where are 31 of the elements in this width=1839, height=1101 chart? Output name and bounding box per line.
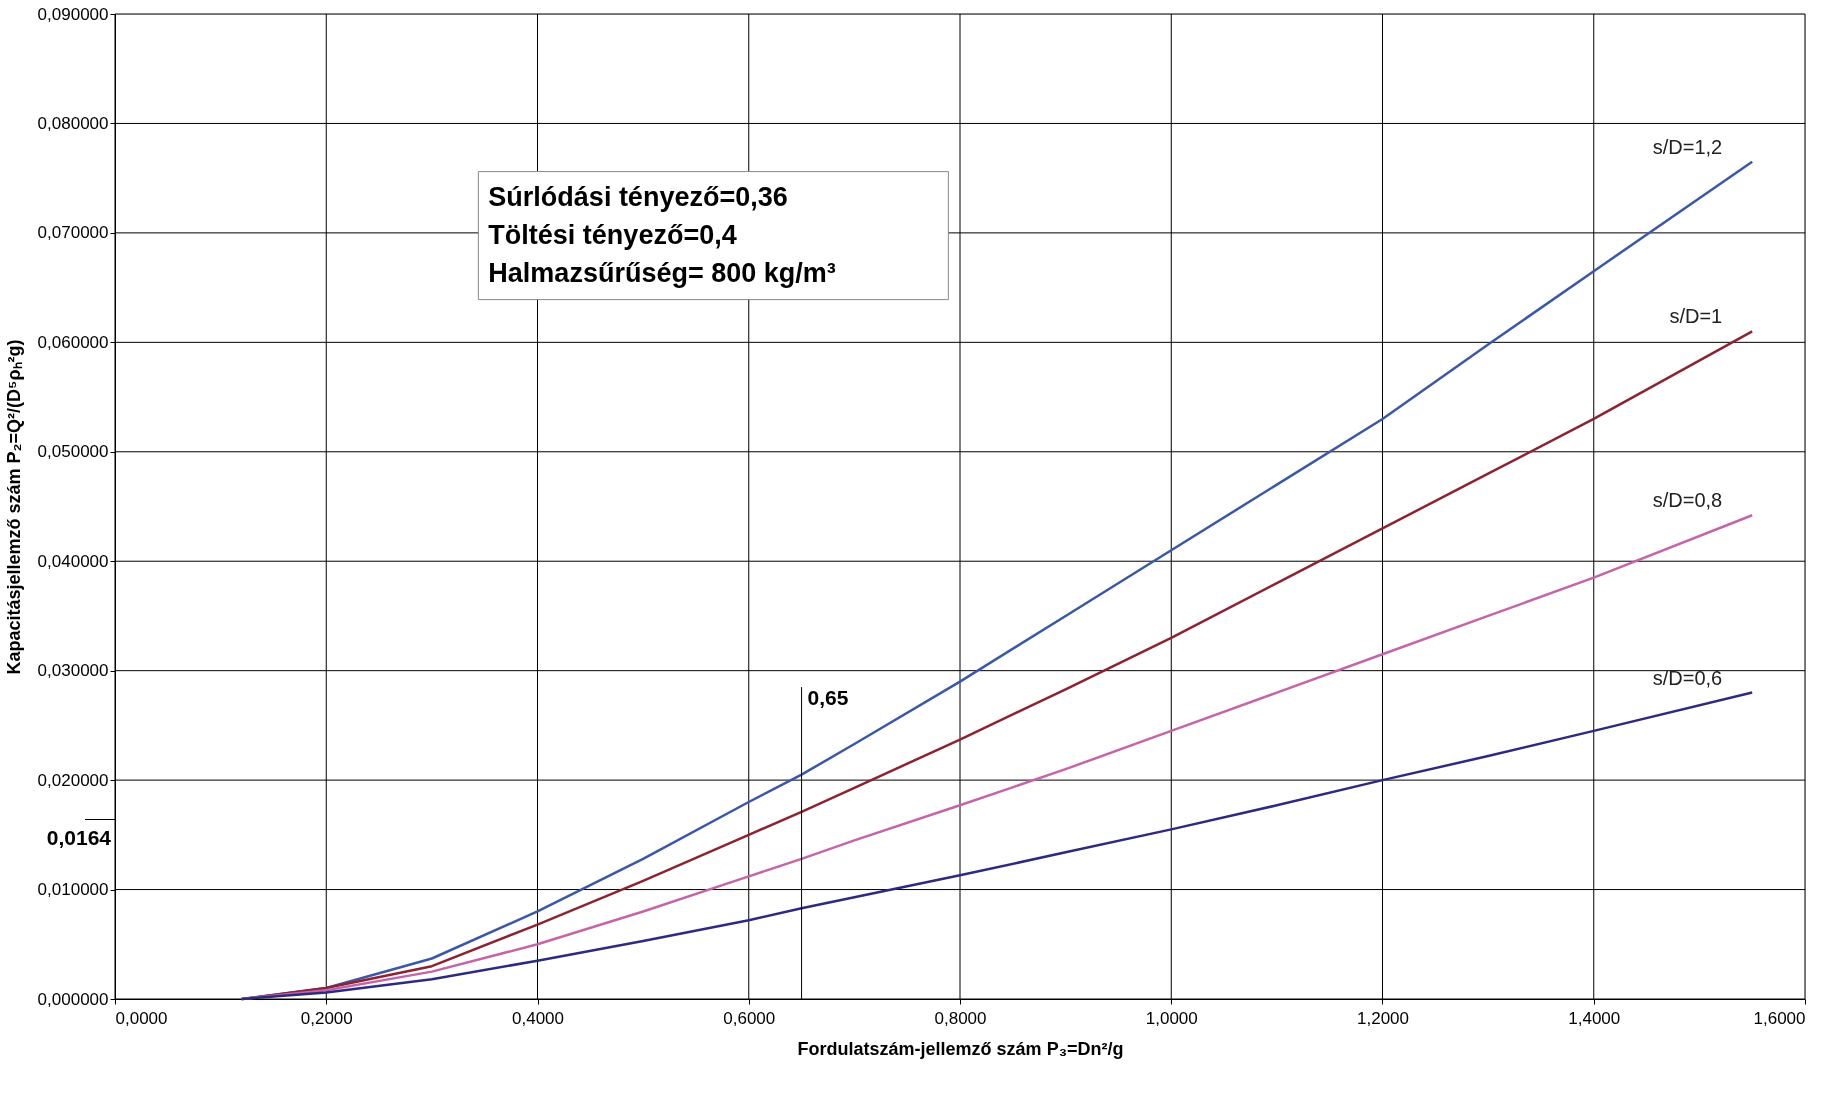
series-label: s/D=1 [1669, 305, 1723, 328]
y-tick-label: 0,060000 [37, 332, 109, 352]
y-tick-label: 0,090000 [37, 4, 109, 24]
x-tick-label: 0,2000 [300, 1008, 353, 1028]
y-axis-title: Kapacitásjellemző szám P₂=Q²/(D⁵ρₕ²g) [3, 339, 24, 675]
y-tick-label: 0,010000 [37, 880, 109, 900]
y-tick-label: 0,030000 [37, 661, 109, 681]
x-tick-label: 1,4000 [1568, 1008, 1621, 1028]
ref-line-label: 0,65 [807, 685, 849, 709]
x-tick-label: 1,2000 [1357, 1008, 1409, 1028]
annotation: Töltési tényező=0,4 [488, 219, 737, 250]
y-tick-label: 0,080000 [37, 113, 109, 133]
x-tick-label: 1,0000 [1145, 1008, 1198, 1028]
annotation: Súrlódási tényező=0,36 [488, 181, 788, 212]
x-tick-label: 0,8000 [934, 1008, 987, 1028]
y-tick-label: 0,040000 [37, 551, 109, 571]
series-label: s/D=0,6 [1652, 666, 1723, 689]
x-tick-label: 0,0000 [115, 1008, 168, 1028]
line-series [240, 691, 1754, 1001]
y-tick-label: 0,070000 [37, 223, 109, 243]
x-tick-label: 0,6000 [723, 1008, 776, 1028]
x-tick-label: 0,4000 [512, 1008, 564, 1028]
series-label: s/D=1,2 [1652, 135, 1723, 158]
x-tick-label: 1,6000 [1753, 1008, 1806, 1028]
y-tick-label: 0,020000 [37, 770, 109, 790]
annotation: Halmazsűrűség= 800 kg/m³ [488, 257, 836, 288]
series-label: s/D=0,8 [1652, 489, 1723, 512]
x-axis-title: Fordulatszám-jellemző szám P₃=Dn²/g [797, 1038, 1124, 1059]
y-tick-label: 0,000000 [37, 989, 109, 1009]
y-tick-label: 0,050000 [37, 442, 109, 462]
ref-line-label: 0,0164 [46, 825, 112, 849]
